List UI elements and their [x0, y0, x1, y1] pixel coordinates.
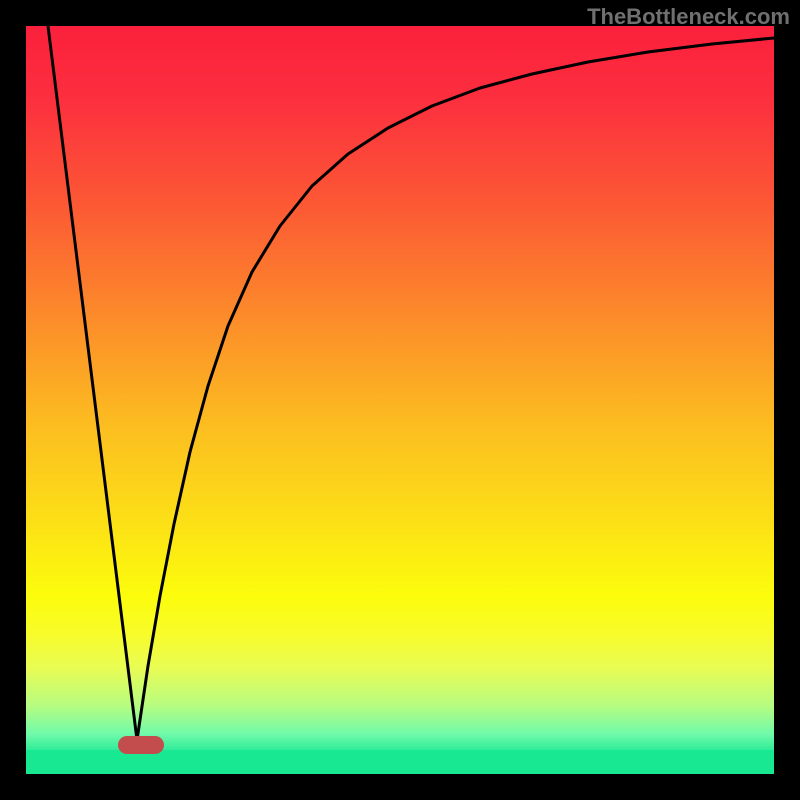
chart-svg [0, 0, 800, 800]
vertex-marker [118, 736, 164, 754]
watermark-text: TheBottleneck.com [587, 4, 790, 30]
chart-container: TheBottleneck.com [0, 0, 800, 800]
plot-background [26, 26, 774, 756]
